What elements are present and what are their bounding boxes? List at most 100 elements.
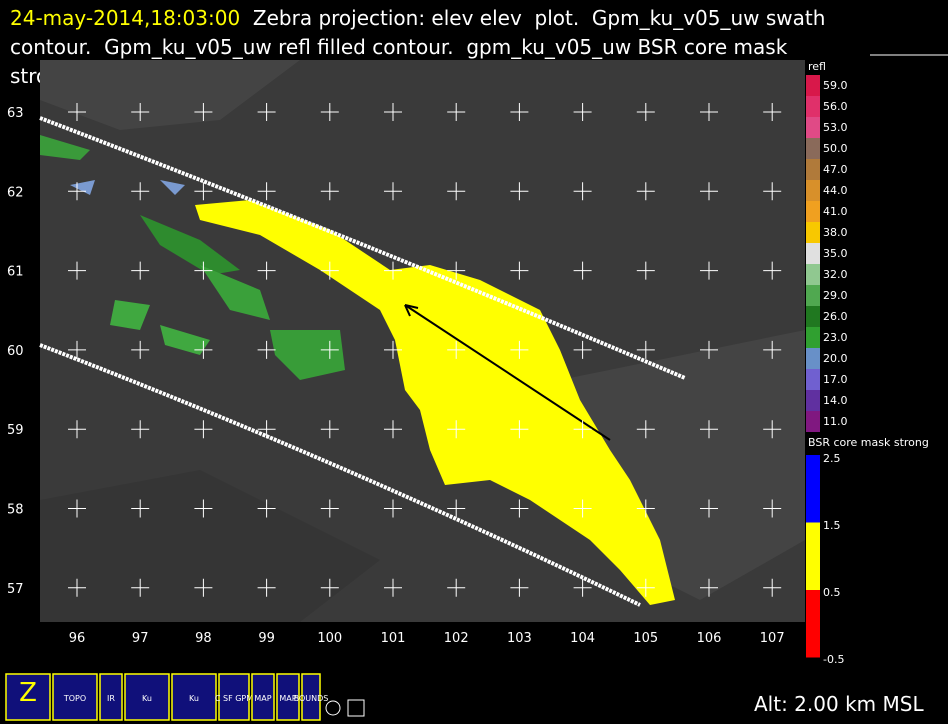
legend-label: 59.0 (823, 79, 848, 92)
icon-label[interactable]: BOUNDS (294, 694, 329, 703)
grid-cross (636, 420, 655, 439)
zoom-button[interactable] (325, 700, 341, 716)
icon-label[interactable]: Z (19, 678, 37, 708)
grid-cross (763, 261, 782, 280)
grid-cross (194, 261, 213, 280)
x-axis-label: 103 (507, 631, 532, 646)
altitude-label: Alt: 2.00 km MSL (754, 692, 924, 716)
grid-cross (700, 103, 718, 121)
grid-cross (131, 103, 150, 121)
icon-label[interactable]: TOPO (63, 694, 86, 703)
legend-label: 29.0 (823, 289, 848, 302)
grid-cross (700, 499, 718, 518)
legend-label: 56.0 (823, 100, 848, 113)
grid-cross (257, 420, 276, 439)
grid-cross (447, 420, 466, 439)
title-text: Zebra projection: elev elev plot. Gpm_ku… (240, 6, 826, 30)
icon-label[interactable]: MAP (279, 694, 296, 703)
icon-frame[interactable] (276, 673, 300, 721)
grid-cross (320, 103, 339, 121)
grid-cross (194, 182, 213, 201)
icon-frame[interactable] (218, 673, 250, 721)
icon-frame[interactable] (52, 673, 98, 721)
refl-contour (160, 325, 210, 355)
icon-label[interactable]: Ku (189, 694, 199, 703)
refl-contour (70, 180, 95, 195)
x-axis-label: 102 (444, 631, 469, 646)
grid-cross (194, 499, 213, 518)
grid-cross (194, 578, 213, 597)
timestamp: 24-may-2014,18:03:00 (10, 6, 241, 30)
icon-frame[interactable] (301, 673, 321, 721)
legend-label: -0.5 (823, 653, 844, 666)
toolbar-icon[interactable]: MAP (251, 673, 275, 721)
icon-frame[interactable] (99, 673, 123, 721)
toolbar-icon[interactable]: C SF GPM (215, 673, 253, 721)
toolbar-icon[interactable]: TOPO (52, 673, 98, 721)
legend-label: 32.0 (823, 268, 848, 281)
icon-frame[interactable] (5, 673, 51, 721)
legend-swatch (806, 306, 820, 327)
toolbar-icon[interactable]: BOUNDS (294, 673, 329, 721)
x-axis-label: 107 (760, 631, 785, 646)
legend-label: 26.0 (823, 310, 848, 323)
grid-cross (510, 261, 529, 280)
icon-label[interactable]: MAP (254, 694, 271, 703)
legend-swatch (806, 285, 820, 306)
legend-label: 2.5 (823, 452, 841, 465)
icon-frame[interactable] (124, 673, 170, 721)
legend-label: 35.0 (823, 247, 848, 260)
swath-edge (39, 343, 641, 607)
grid-cross (257, 578, 276, 597)
legend-label: 20.0 (823, 352, 848, 365)
grid-cross (636, 182, 655, 201)
grid-cross (447, 261, 466, 280)
grid-cross (763, 103, 782, 121)
legend-label: 50.0 (823, 142, 848, 155)
icon-label[interactable]: C SF GPM (215, 694, 253, 703)
legend-title: refl (808, 60, 826, 73)
grid-cross (763, 499, 782, 518)
terrain (40, 470, 380, 622)
grid-button[interactable] (347, 699, 365, 717)
grid-cross (573, 261, 592, 280)
grid-cross (194, 340, 213, 359)
legend-swatch (806, 201, 820, 222)
x-axis-label: 105 (633, 631, 658, 646)
grid-cross (573, 499, 592, 518)
toolbar-icon[interactable]: Z (5, 673, 51, 721)
grid-cross (510, 499, 529, 518)
icon-frame[interactable] (251, 673, 275, 721)
grid-cross (131, 261, 150, 280)
grid-cross (320, 340, 339, 359)
x-axis-label: 99 (258, 631, 275, 646)
grid-cross (636, 578, 655, 597)
grid-cross (447, 578, 466, 597)
toolbar-icon[interactable]: MAP (276, 673, 300, 721)
legend-swatch (806, 243, 820, 264)
grid-cross (68, 499, 86, 518)
icon-label[interactable]: Ku (142, 694, 152, 703)
legend-label: 38.0 (823, 226, 848, 239)
grid-cross (384, 261, 402, 280)
grid-cross (573, 578, 592, 597)
icon-frame[interactable] (171, 673, 217, 721)
grid-cross (384, 499, 402, 518)
grid-cross (447, 340, 466, 359)
grid-cross (320, 578, 339, 597)
toolbar-icon[interactable]: Ku (124, 673, 170, 721)
legend-label: 11.0 (823, 415, 848, 428)
x-axis-label: 97 (132, 631, 149, 646)
grid-cross (257, 499, 276, 518)
grid-cross (763, 578, 782, 597)
legend-label: 14.0 (823, 394, 848, 407)
toolbar-icon[interactable]: Ku (171, 673, 217, 721)
refl-contour (270, 330, 345, 380)
grid-cross (573, 340, 592, 359)
title-line: contour. Gpm_ku_v05_uw refl filled conto… (10, 35, 788, 59)
toolbar-icon[interactable]: IR (99, 673, 123, 721)
grid-cross (636, 103, 655, 121)
icon-label[interactable]: IR (107, 694, 115, 703)
y-axis-label: 63 (7, 106, 24, 121)
grid-cross (320, 420, 339, 439)
